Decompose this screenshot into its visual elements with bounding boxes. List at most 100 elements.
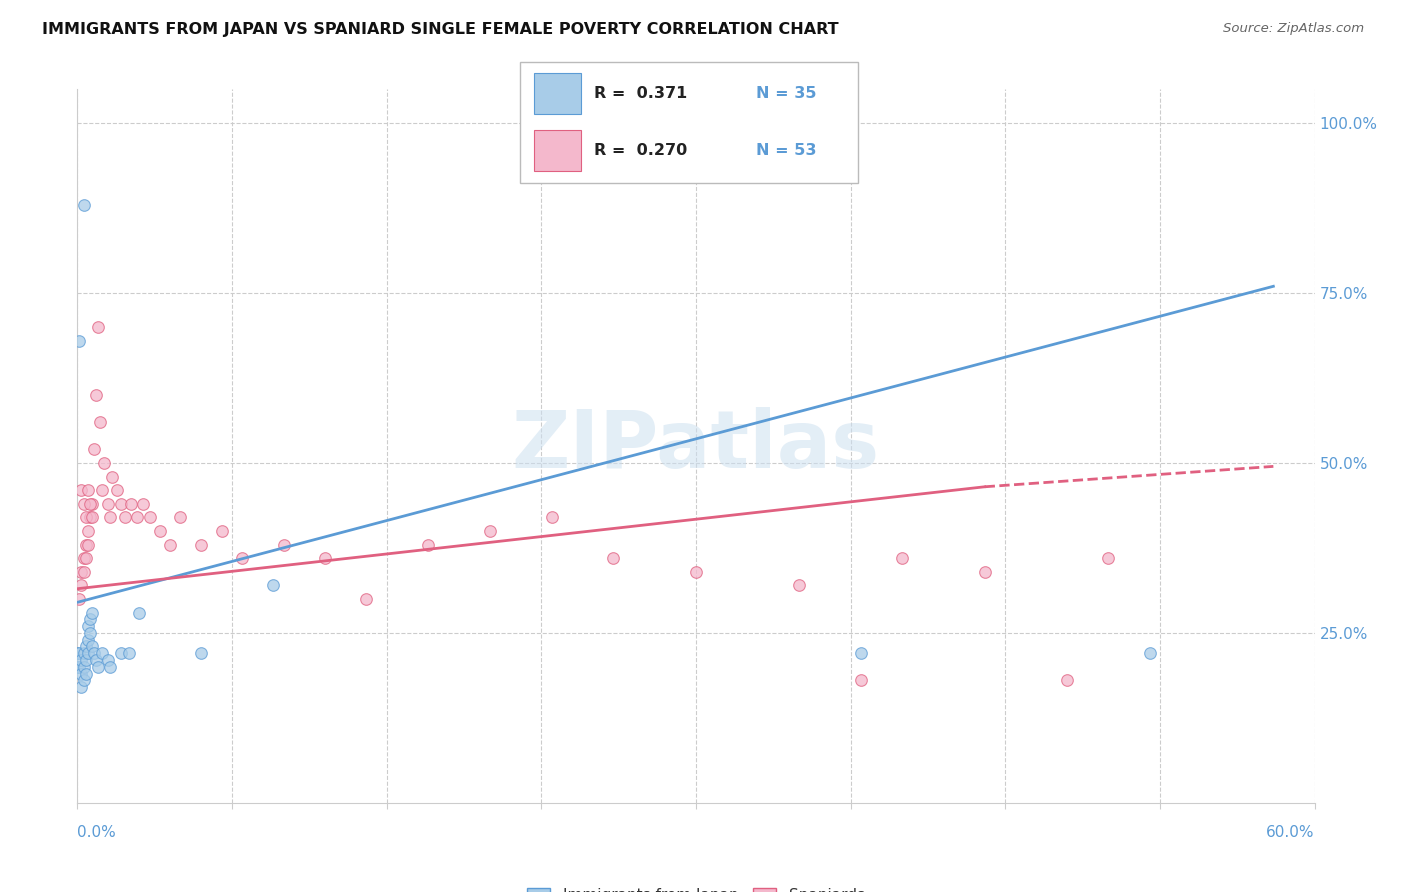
Point: [70, 653, 93, 667]
Text: 60.0%: 60.0%: [1267, 825, 1315, 840]
Point: [354, 591, 377, 606]
Point: [67, 334, 90, 348]
Point: [120, 497, 142, 511]
Point: [169, 510, 191, 524]
Point: [84, 653, 107, 667]
Point: [76, 632, 98, 647]
Point: [76, 646, 98, 660]
Point: [97, 497, 120, 511]
Point: [70, 666, 93, 681]
Point: [101, 469, 124, 483]
Point: [66, 660, 89, 674]
Point: [67, 646, 90, 660]
Point: [75, 640, 97, 654]
Point: [128, 606, 150, 620]
Point: [67, 591, 90, 606]
Point: [72, 660, 94, 674]
Point: [1139, 646, 1161, 660]
Point: [105, 483, 128, 498]
Text: R =  0.371: R = 0.371: [595, 87, 688, 102]
FancyBboxPatch shape: [520, 62, 858, 183]
Point: [1097, 551, 1119, 566]
Point: [72, 646, 94, 660]
Point: [540, 510, 562, 524]
Point: [159, 537, 181, 551]
Point: [79, 612, 101, 626]
Point: [787, 578, 810, 592]
Point: [416, 537, 439, 551]
Point: [110, 646, 132, 660]
Point: [127, 510, 149, 524]
Text: 0.0%: 0.0%: [77, 825, 117, 840]
Point: [75, 537, 97, 551]
Point: [75, 653, 97, 667]
Point: [80, 640, 103, 654]
Point: [118, 646, 141, 660]
Point: [67, 660, 90, 674]
Point: [190, 646, 212, 660]
Point: [849, 673, 872, 688]
Text: Source: ZipAtlas.com: Source: ZipAtlas.com: [1223, 22, 1364, 36]
Point: [76, 537, 98, 551]
Point: [685, 565, 707, 579]
FancyBboxPatch shape: [534, 130, 581, 171]
Point: [70, 565, 93, 579]
Point: [891, 551, 914, 566]
Legend: Immigrants from Japan, Spaniards: Immigrants from Japan, Spaniards: [522, 882, 870, 892]
Point: [973, 565, 995, 579]
Point: [110, 497, 132, 511]
Point: [849, 646, 872, 660]
FancyBboxPatch shape: [534, 73, 581, 114]
Point: [478, 524, 501, 538]
Point: [79, 497, 101, 511]
Point: [83, 646, 105, 660]
Point: [89, 415, 111, 429]
Point: [75, 510, 97, 524]
Point: [138, 510, 160, 524]
Point: [262, 578, 284, 592]
Point: [91, 646, 114, 660]
Text: R =  0.270: R = 0.270: [595, 143, 688, 158]
Point: [211, 524, 233, 538]
Point: [70, 680, 93, 694]
Point: [79, 510, 101, 524]
Point: [97, 653, 120, 667]
Point: [76, 483, 98, 498]
Text: IMMIGRANTS FROM JAPAN VS SPANIARD SINGLE FEMALE POVERTY CORRELATION CHART: IMMIGRANTS FROM JAPAN VS SPANIARD SINGLE…: [42, 22, 839, 37]
Point: [76, 524, 98, 538]
Point: [91, 483, 114, 498]
Point: [79, 626, 101, 640]
Point: [72, 673, 94, 688]
Point: [80, 510, 103, 524]
Text: N = 53: N = 53: [756, 143, 817, 158]
Point: [114, 510, 136, 524]
Text: N = 35: N = 35: [756, 87, 817, 102]
Point: [66, 646, 89, 660]
Text: ZIPatlas: ZIPatlas: [512, 407, 880, 485]
Point: [70, 578, 93, 592]
Point: [190, 537, 212, 551]
Point: [87, 660, 110, 674]
Point: [149, 524, 172, 538]
Point: [84, 388, 107, 402]
Point: [602, 551, 624, 566]
Point: [72, 551, 94, 566]
Point: [76, 619, 98, 633]
Point: [70, 483, 93, 498]
Point: [80, 606, 103, 620]
Point: [75, 666, 97, 681]
Point: [72, 497, 94, 511]
Point: [132, 497, 155, 511]
Point: [1056, 673, 1078, 688]
Point: [75, 551, 97, 566]
Point: [72, 198, 94, 212]
Point: [98, 510, 121, 524]
Point: [87, 320, 110, 334]
Point: [83, 442, 105, 457]
Point: [98, 660, 121, 674]
Point: [72, 565, 94, 579]
Point: [80, 497, 103, 511]
Point: [314, 551, 336, 566]
Point: [231, 551, 253, 566]
Point: [273, 537, 295, 551]
